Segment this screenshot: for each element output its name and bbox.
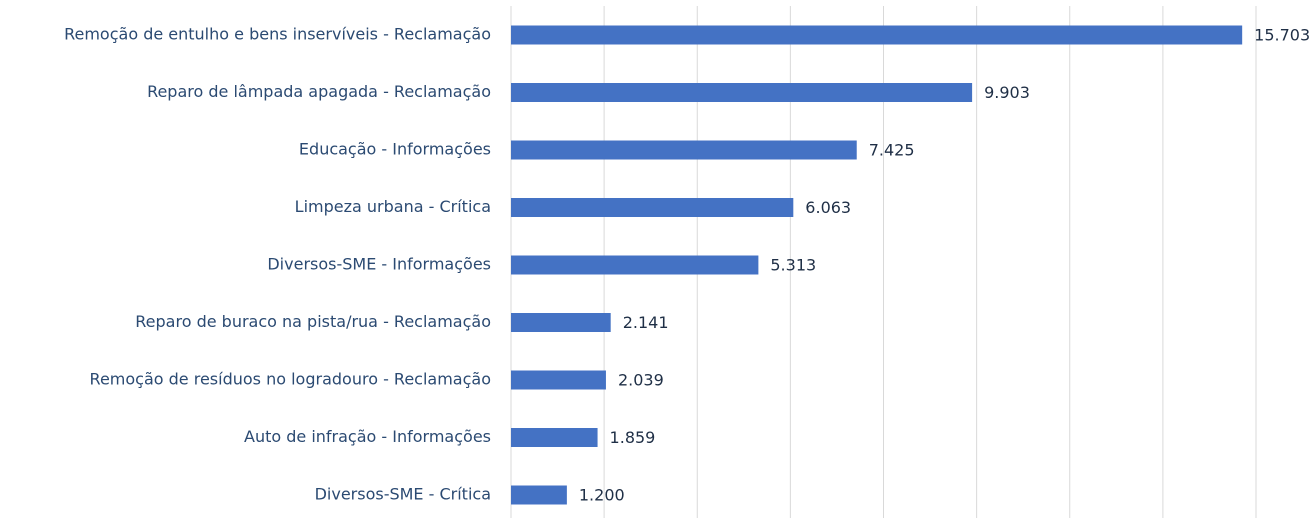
data-label: 9.903 bbox=[984, 83, 1030, 102]
y-tick-label: Remoção de resíduos no logradouro - Recl… bbox=[90, 370, 491, 389]
data-label: 1.859 bbox=[610, 428, 656, 447]
bar bbox=[511, 25, 1243, 45]
data-label: 1.200 bbox=[579, 486, 625, 505]
data-label: 2.141 bbox=[623, 313, 669, 332]
y-tick-label: Auto de infração - Informações bbox=[244, 427, 491, 446]
data-label: 15.703 bbox=[1254, 26, 1310, 45]
bar bbox=[511, 83, 973, 102]
y-tick-label: Reparo de lâmpada apagada - Reclamação bbox=[147, 82, 491, 101]
data-label: 7.425 bbox=[869, 141, 915, 160]
y-tick-label: Reparo de buraco na pista/rua - Reclamaç… bbox=[135, 312, 491, 331]
bar bbox=[511, 428, 598, 447]
bar bbox=[511, 485, 567, 505]
bar bbox=[511, 255, 759, 275]
bar bbox=[511, 370, 606, 390]
y-tick-label: Remoção de entulho e bens inservíveis - … bbox=[64, 25, 491, 44]
y-tick-label: Diversos-SME - Informações bbox=[267, 255, 491, 274]
data-label: 6.063 bbox=[805, 198, 851, 217]
y-tick-label: Educação - Informações bbox=[299, 140, 491, 159]
data-label: 5.313 bbox=[770, 256, 816, 275]
y-tick-label: Limpeza urbana - Crítica bbox=[295, 197, 491, 216]
bar bbox=[511, 198, 794, 217]
y-tick-label: Diversos-SME - Crítica bbox=[315, 485, 491, 504]
bar bbox=[511, 140, 857, 160]
bar bbox=[511, 313, 611, 332]
data-label: 2.039 bbox=[618, 371, 664, 390]
